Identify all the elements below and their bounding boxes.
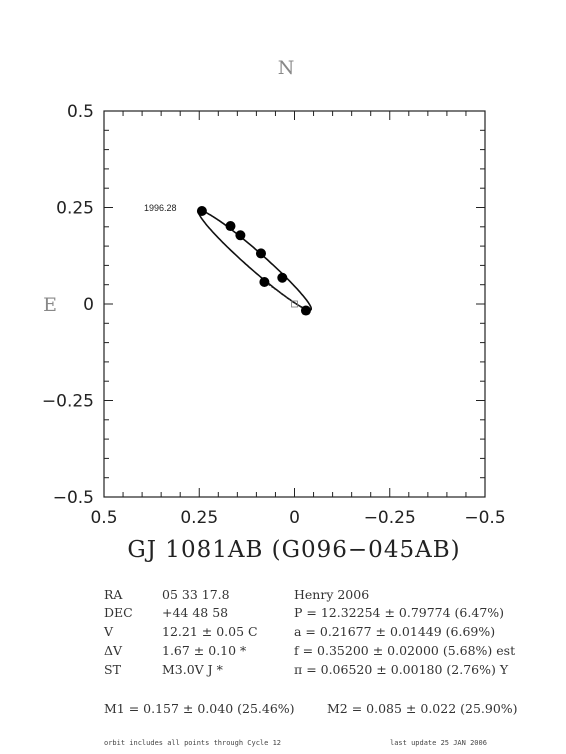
x-tick-label: −0.25: [364, 508, 416, 528]
mass-1: M1 = 0.157 ± 0.040 (25.46%): [104, 701, 295, 716]
y-tick-label: −0.5: [53, 488, 94, 508]
x-tick-label: 0.25: [180, 508, 218, 528]
y-tick-label: 0.5: [67, 102, 94, 122]
dec-label: DEC: [104, 605, 133, 620]
x-tick-labels: 0.5 0.25 0 −0.25 −0.5: [90, 508, 505, 528]
orbit-marks: [197, 209, 313, 312]
chart-title: GJ 1081AB (G096−045AB): [127, 537, 460, 563]
orbit-ellipse: [197, 209, 313, 312]
v-label: V: [104, 624, 114, 639]
observation-point: [196, 205, 207, 216]
observation-point: [235, 230, 246, 241]
footer-note: orbit includes all points through Cycle …: [104, 739, 282, 747]
delta-v-value: 1.67 ± 0.10 *: [162, 643, 247, 658]
observation-point: [300, 305, 311, 316]
spectral-type-label: ST: [104, 662, 121, 677]
observation-point: [255, 248, 266, 259]
mass-fraction: f = 0.35200 ± 0.02000 (5.68%) est: [294, 643, 516, 658]
observation-point: [277, 272, 288, 283]
y-tick-label: 0: [83, 295, 94, 315]
x-tick-label: −0.5: [464, 508, 505, 528]
y-tick-label: 0.25: [56, 199, 94, 219]
plot-frame: [103, 110, 486, 498]
x-tick-label: 0.5: [90, 508, 117, 528]
primary-star-marker: [291, 300, 298, 308]
orbit-plot: N E 0.5 0.25 0 −0.25 −0.5 0.50.250−0.25−0.5 …: [42, 57, 506, 563]
delta-v-label: ΔV: [104, 643, 123, 658]
y-tick-label: −0.25: [42, 392, 94, 412]
parallax: π = 0.06520 ± 0.00180 (2.76%) Y: [294, 662, 509, 677]
observation-points: [196, 205, 311, 316]
y-tick-labels: 0.5 0.25 0 −0.25 −0.5: [42, 102, 94, 508]
observation-point: [225, 221, 236, 232]
ra-label: RA: [104, 587, 123, 602]
observation-point: [259, 276, 270, 287]
east-label: E: [43, 294, 57, 316]
epoch-label: 1996.28: [144, 203, 177, 213]
axis-ticks: [103, 110, 486, 498]
ra-value: 05 33 17.8: [162, 587, 230, 602]
x-tick-label: 0: [289, 508, 300, 528]
v-value: 12.21 ± 0.05 C: [162, 624, 258, 639]
semi-major-axis: a = 0.21677 ± 0.01449 (6.69%): [294, 624, 496, 639]
period: P = 12.32254 ± 0.79774 (6.47%): [294, 605, 505, 620]
reference: Henry 2006: [294, 587, 370, 602]
north-label: N: [278, 57, 295, 79]
dec-value: +44 48 58: [162, 605, 229, 620]
spectral-type-value: M3.0V J *: [162, 662, 223, 677]
last-update: last update 25 JAN 2006: [390, 739, 487, 747]
mass-2: M2 = 0.085 ± 0.022 (25.90%): [327, 701, 518, 716]
